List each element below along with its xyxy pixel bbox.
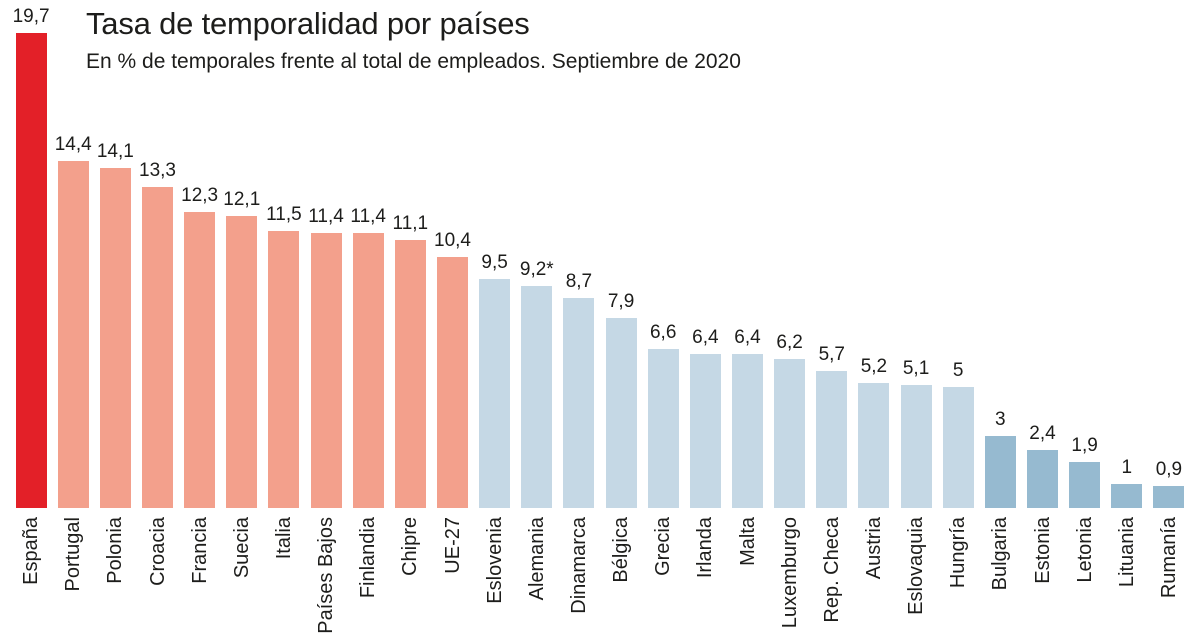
bar-country-label: España <box>20 517 43 585</box>
bar <box>858 383 890 508</box>
bar <box>521 286 553 508</box>
bar <box>184 212 216 508</box>
bar-value-label: 12,1 <box>223 189 261 210</box>
bar-value-label: 9,2* <box>519 259 554 280</box>
bar <box>942 387 974 508</box>
bar <box>352 233 384 508</box>
bar-value-label: 13,3 <box>139 160 176 181</box>
chart-title: Tasa de temporalidad por países <box>86 6 530 41</box>
bar-value-label: 1,9 <box>1071 435 1098 456</box>
bar-country-label: Bulgaria <box>989 517 1012 591</box>
bar-country-label: Países Bajos <box>315 517 338 634</box>
bar-value-label: 3 <box>995 409 1006 430</box>
bar-country-label: Italia <box>272 517 295 560</box>
bar-value-label: 6,2 <box>776 332 803 353</box>
bar <box>479 279 511 508</box>
bar-value-label: 14,1 <box>96 141 134 162</box>
bar-value-label: 7,9 <box>607 291 635 312</box>
bar-value-label: 11,4 <box>308 206 344 227</box>
bar <box>1111 484 1143 508</box>
bar <box>605 318 637 508</box>
bar-value-label: 5,1 <box>902 358 930 379</box>
bar-value-label: 6,4 <box>692 327 719 348</box>
bar-country-label: Letonia <box>1073 517 1096 583</box>
bar <box>1069 462 1101 508</box>
bar-value-label: 12,3 <box>181 185 219 206</box>
bar <box>226 216 258 508</box>
bar-value-label: 9,5 <box>481 252 508 273</box>
bar-country-label: Suecia <box>230 517 253 579</box>
bar-value-label: 2,4 <box>1029 423 1056 444</box>
bar <box>15 33 47 508</box>
bar-value-label: 6,6 <box>649 322 677 343</box>
bar-country-label: Finlandia <box>357 517 380 599</box>
bar <box>142 187 173 508</box>
bar-country-label: Eslovenia <box>483 517 506 604</box>
bar-country-label: Bélgica <box>610 517 633 583</box>
bar-value-label: 8,7 <box>565 271 593 292</box>
bar <box>99 168 131 508</box>
bar-country-label: Portugal <box>62 517 85 592</box>
bar-country-label: Hungría <box>947 517 970 589</box>
bar-value-label: 5,2 <box>860 356 888 377</box>
bar-country-label: Chipre <box>399 517 422 576</box>
bar-country-label: Rumanía <box>1157 517 1180 599</box>
bar <box>816 371 848 508</box>
bar <box>984 436 1016 508</box>
bar <box>689 354 721 508</box>
bar-country-label: Rep. Checa <box>820 517 843 623</box>
chart-header: Tasa de temporalidad por países En % de … <box>86 6 741 74</box>
bar-country-label: Grecia <box>652 517 675 576</box>
bar-country-label: Polonia <box>104 517 127 584</box>
bar-country-label: Francia <box>188 517 211 584</box>
bar-country-label: Lituania <box>1115 517 1138 588</box>
bar <box>57 161 89 508</box>
bar-value-label: 11,4 <box>350 206 386 227</box>
bar-country-label: Austria <box>862 517 885 580</box>
bar-country-label: Estonia <box>1031 517 1054 584</box>
bar-country-label: Dinamarca <box>567 517 590 614</box>
bar-value-label: 5,7 <box>818 344 845 365</box>
bar-country-label: Croacia <box>146 517 169 586</box>
bar-value-label: 5 <box>952 360 964 381</box>
bar-value-label: 1 <box>1121 457 1133 478</box>
bar-value-label: 6,4 <box>734 327 761 348</box>
bar <box>1153 486 1185 508</box>
bar-value-label: 0,9 <box>1155 459 1183 480</box>
bar-country-label: UE-27 <box>441 517 464 574</box>
bar <box>647 349 679 508</box>
bar <box>310 233 342 508</box>
bar-country-label: Eslovaquia <box>905 517 928 615</box>
bar-country-label: Luxemburgo <box>778 517 801 629</box>
bar <box>268 231 300 508</box>
bar <box>774 359 806 508</box>
bar-value-label: 11,1 <box>392 213 429 234</box>
bar-value-label: 14,4 <box>54 134 92 155</box>
bar-country-label: Irlanda <box>694 517 717 579</box>
bar <box>563 298 595 508</box>
chart-subtitle: En % de temporales frente al total de em… <box>86 50 741 73</box>
bar <box>394 240 426 508</box>
bar-value-label: 19,7 <box>12 6 50 27</box>
bar <box>1027 450 1058 508</box>
bar <box>900 385 932 508</box>
bar <box>732 354 763 508</box>
bar-value-label: 10,4 <box>434 230 471 251</box>
bar-value-label: 11,5 <box>266 204 302 225</box>
bar-country-label: Alemania <box>525 517 548 601</box>
bar <box>437 257 468 508</box>
bar-country-label: Malta <box>736 517 759 566</box>
